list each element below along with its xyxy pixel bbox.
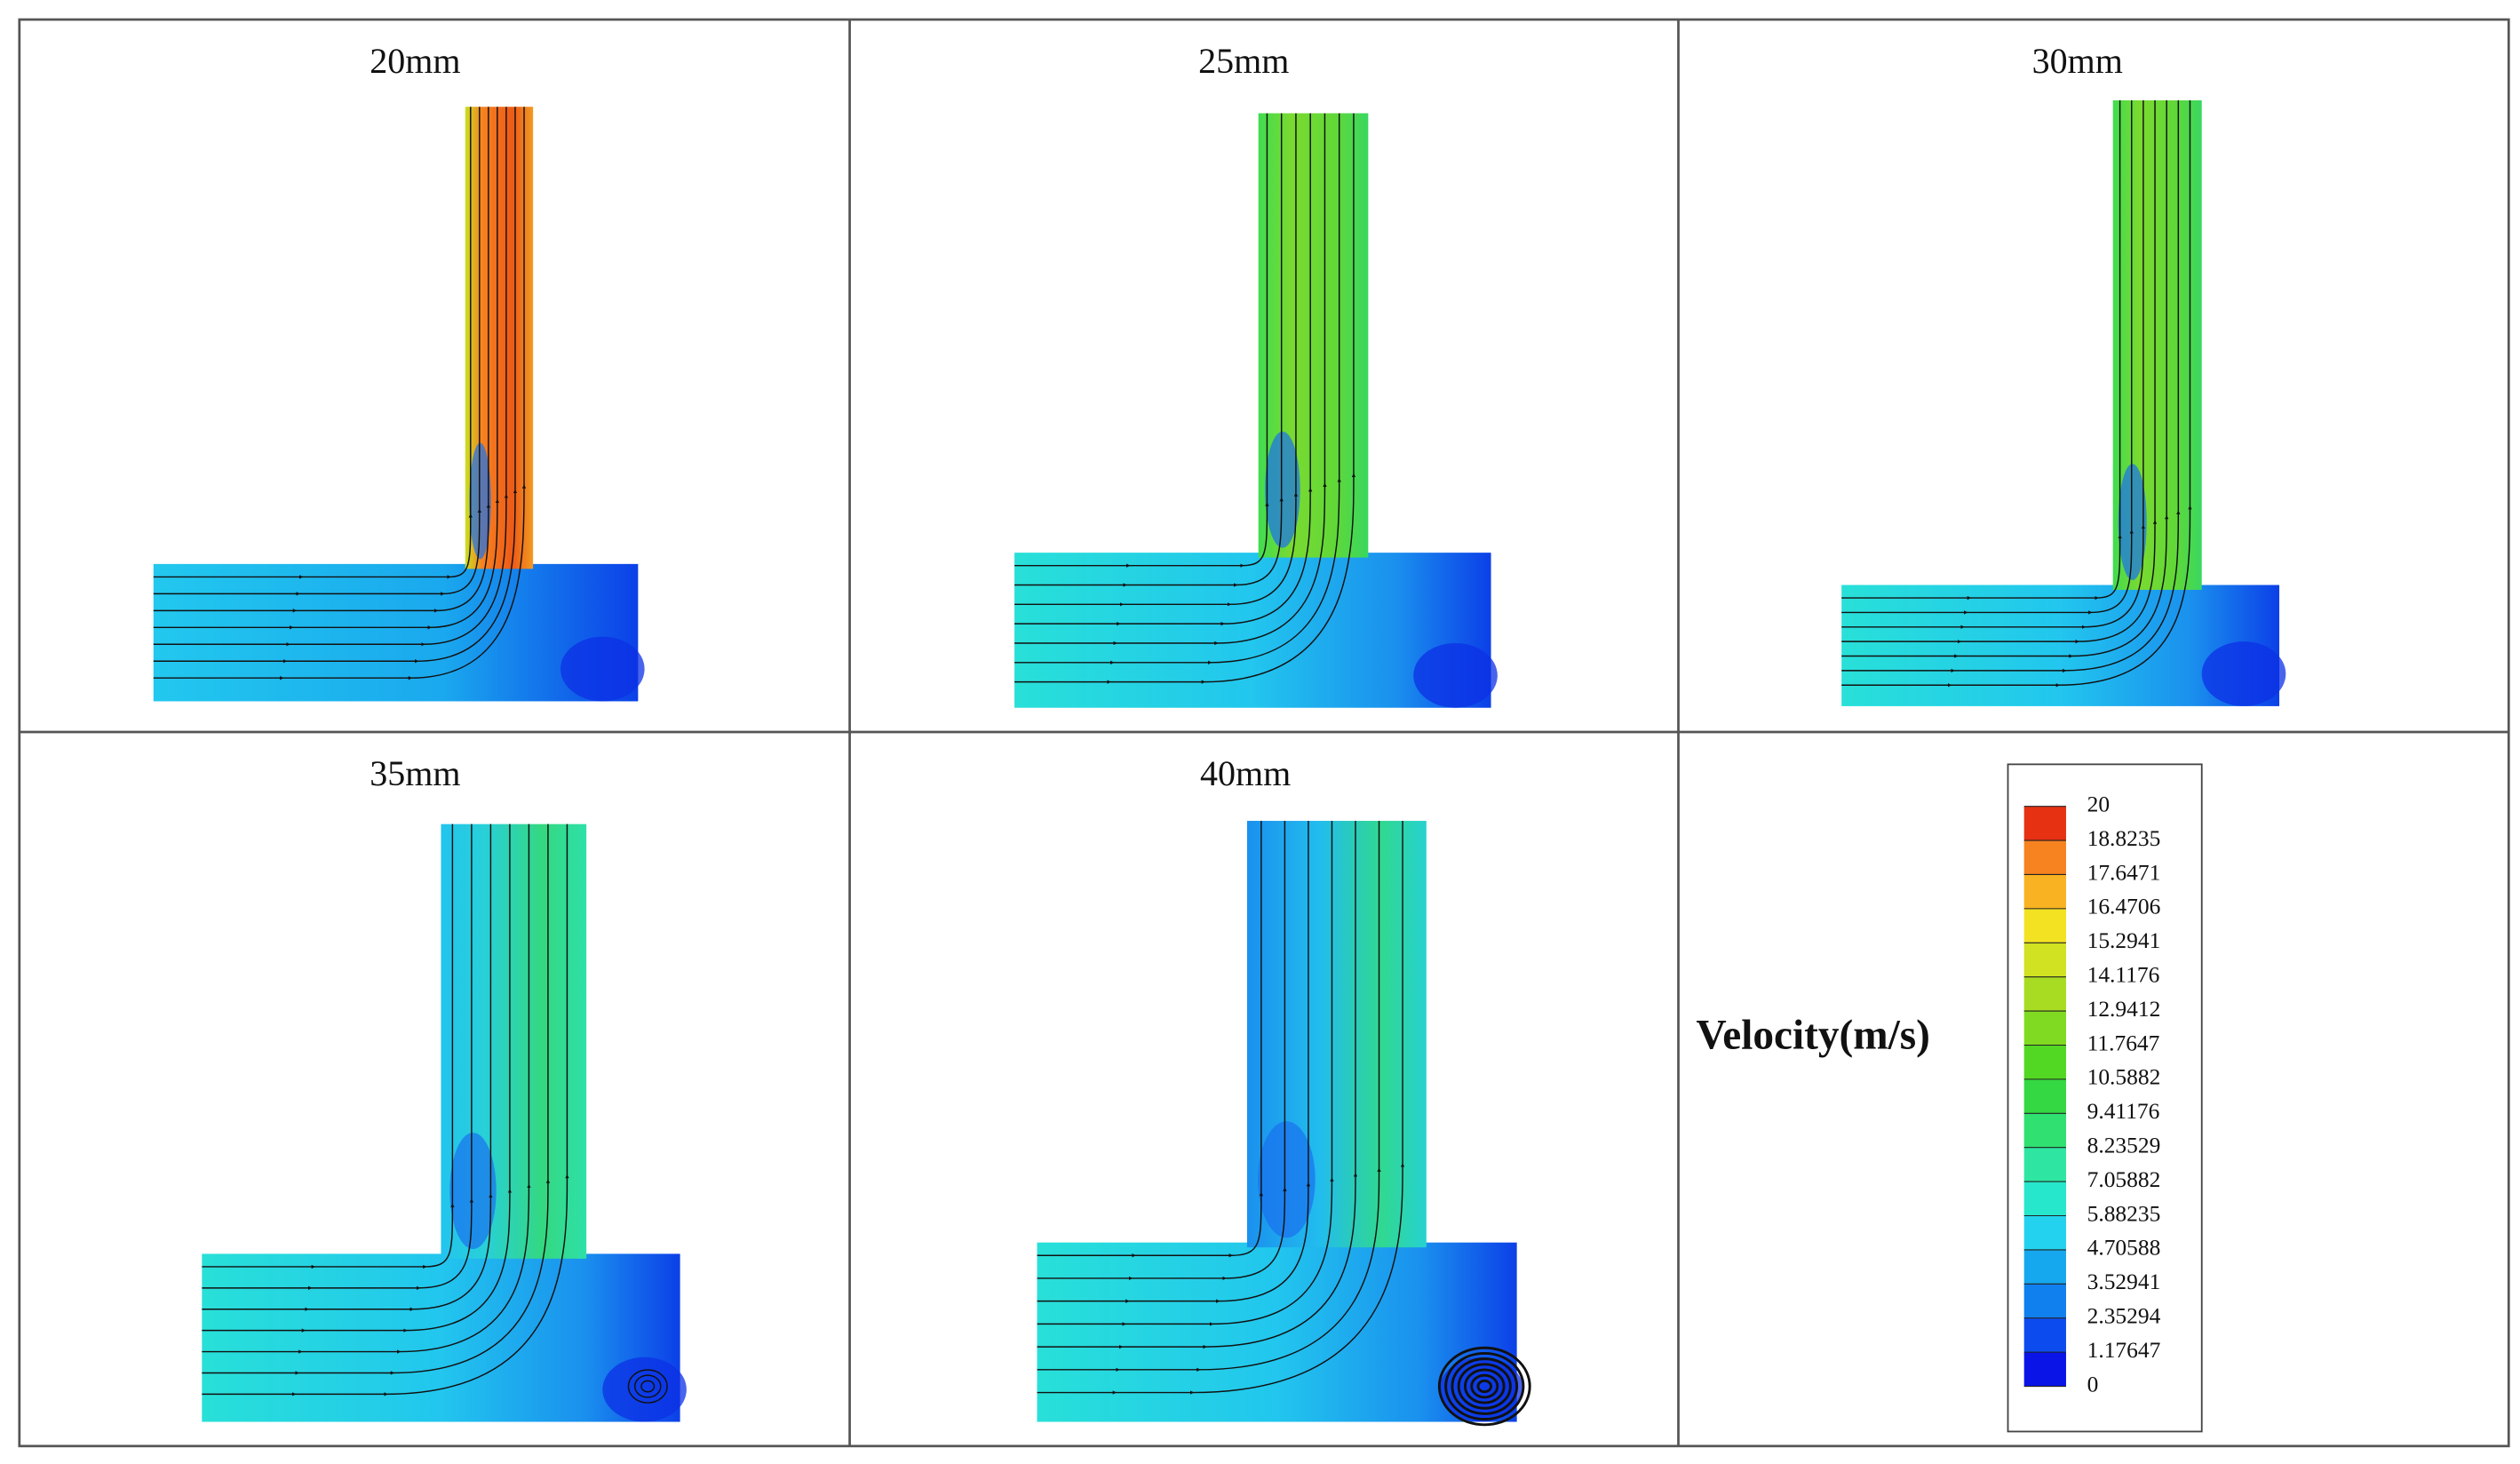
colorbar-tick-label: 7.05882 <box>2087 1166 2161 1192</box>
streamline <box>1014 113 1356 684</box>
corner-zone <box>2201 641 2286 706</box>
streamline <box>153 107 500 630</box>
colorbar-tick-label: 18.8235 <box>2087 825 2161 851</box>
colorbar-band <box>2023 840 2066 875</box>
vortex <box>1451 1357 1519 1415</box>
colorbar-band <box>2023 1078 2066 1114</box>
colorbar-tick-label: 15.2941 <box>2087 927 2161 953</box>
contour-plots <box>153 99 2286 1427</box>
colorbar-tick-label: 3.52941 <box>2087 1269 2161 1294</box>
colorbar-tick-label: 16.4706 <box>2087 894 2161 919</box>
low-speed-zone <box>449 1133 497 1249</box>
colorbar-tick-label: 0 <box>2087 1371 2099 1396</box>
colorbar-tick-label: 11.7647 <box>2087 1030 2160 1055</box>
colorbar-band <box>2023 1352 2066 1387</box>
streamline <box>1841 99 2158 644</box>
vortex <box>1464 1368 1506 1404</box>
vortex <box>627 1369 668 1404</box>
streamline <box>1841 99 2122 601</box>
streamline <box>1037 821 1264 1258</box>
colorbar-tick-label: 4.70588 <box>2087 1235 2161 1261</box>
vortex <box>1444 1351 1525 1421</box>
panel-label: 30mm <box>2032 41 2123 81</box>
colorbar-tick-label: 2.35294 <box>2087 1303 2161 1329</box>
streamline <box>1841 99 2146 629</box>
colorbar-tick-label: 20 <box>2087 791 2110 816</box>
colorbar-band <box>2023 1182 2066 1216</box>
panel-label: 20mm <box>370 41 460 81</box>
colorbar-tick-label: 17.6471 <box>2087 859 2161 885</box>
low-speed-zone <box>1258 1121 1316 1238</box>
vortex <box>1470 1373 1499 1399</box>
streamline <box>202 824 569 1396</box>
colorbar-band <box>2023 976 2066 1012</box>
colorbar-band <box>2023 908 2066 943</box>
colorbar-band <box>2023 874 2066 909</box>
streamline <box>153 107 473 579</box>
panel-label: 25mm <box>1198 41 1289 81</box>
streamline <box>1841 99 2134 615</box>
colorbar-tick-label: 10.5882 <box>2087 1064 2161 1090</box>
streamline <box>153 107 527 680</box>
legend-title: Velocity(m/s) <box>1697 1012 1930 1058</box>
streamline <box>1014 113 1284 587</box>
colorbar-tick-label: 9.41176 <box>2087 1098 2160 1124</box>
streamline <box>1841 99 2192 688</box>
colorbar-band <box>2023 1317 2066 1353</box>
colorbar-tick-label: 1.17647 <box>2087 1337 2161 1363</box>
streamline <box>1037 821 1405 1395</box>
vortex <box>640 1380 656 1393</box>
colorbar-band <box>2023 943 2066 977</box>
colorbar-band <box>2023 1113 2066 1148</box>
colorbar-tick-label: 14.1176 <box>2087 962 2160 988</box>
colorbar-band <box>2023 806 2066 841</box>
corner-zone <box>560 636 645 702</box>
corner-zone <box>1413 642 1498 708</box>
colorbar-band <box>2023 1011 2066 1046</box>
colorbar-tick-label: 8.23529 <box>2087 1133 2161 1158</box>
streamline <box>153 107 491 613</box>
colorbar-band <box>2023 1147 2066 1182</box>
streamline <box>202 824 455 1269</box>
colorbar-band <box>2023 1045 2066 1079</box>
streamline <box>153 107 481 596</box>
colorbar-tick-label: 5.88235 <box>2087 1200 2161 1226</box>
corner-zone <box>602 1357 687 1422</box>
colorbar: 20 18.8235 17.6471 16.4706 15.2941 14.1176 12.… <box>2023 791 2161 1396</box>
panel-label: 35mm <box>370 753 460 793</box>
streamline <box>202 824 474 1291</box>
colorbar-band <box>2023 1284 2066 1318</box>
colorbar-band <box>2023 1249 2066 1285</box>
colorbar-band <box>2023 1215 2066 1250</box>
streamline <box>1014 113 1269 568</box>
streamline <box>1014 113 1299 607</box>
panel-label: 40mm <box>1200 753 1291 793</box>
vortex <box>1476 1379 1493 1394</box>
vortex <box>1437 1346 1531 1427</box>
vortex <box>633 1374 662 1398</box>
streamline <box>153 107 509 647</box>
colorbar-tick-label: 12.9412 <box>2087 996 2161 1022</box>
vortex <box>1457 1363 1512 1410</box>
